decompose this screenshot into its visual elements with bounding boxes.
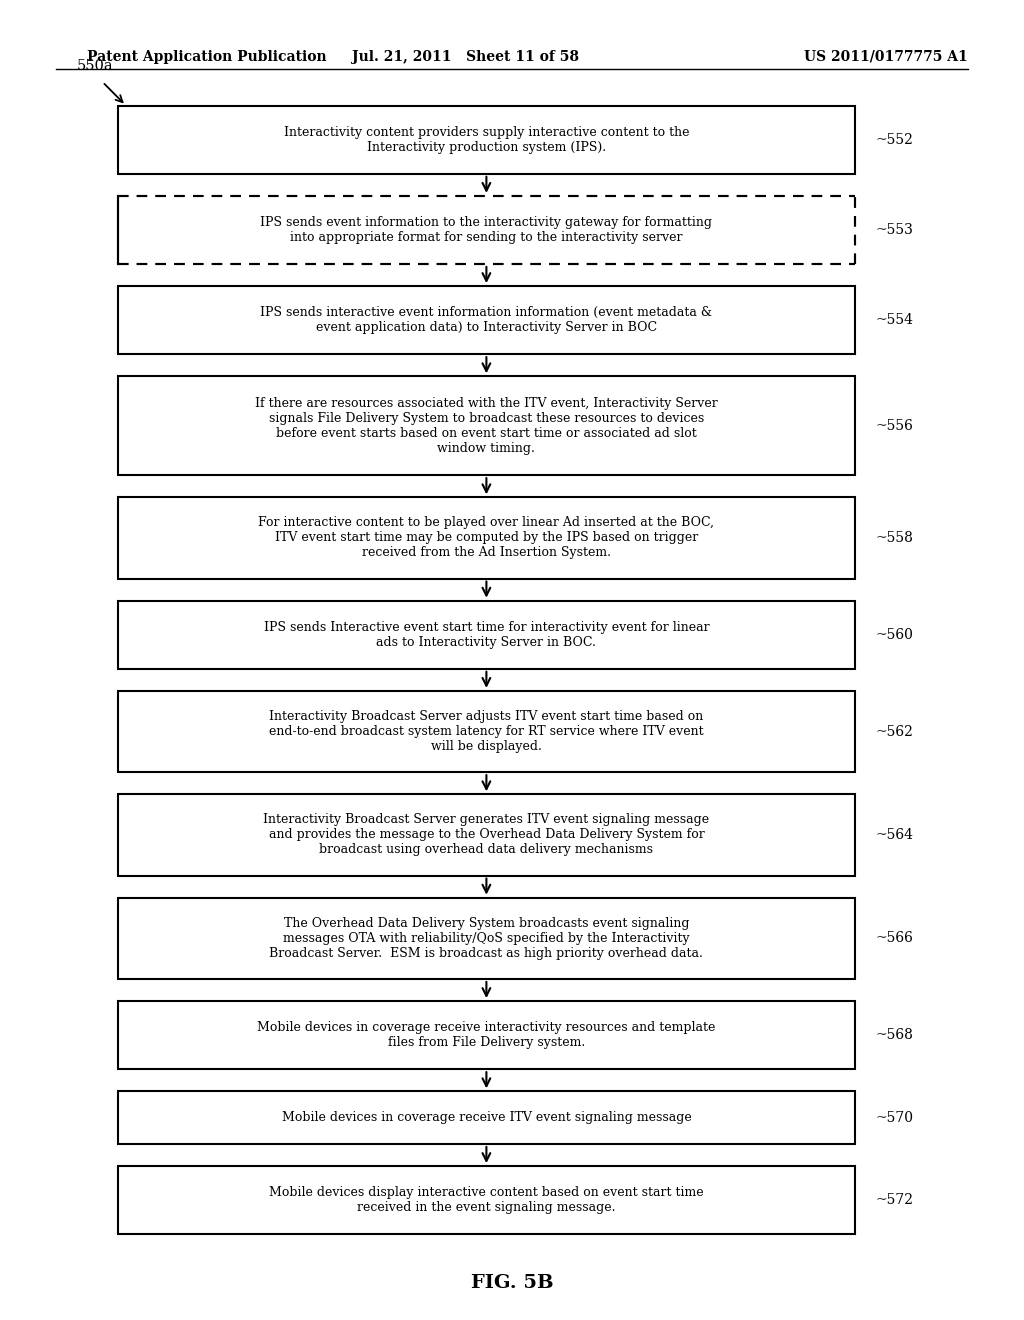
Text: Patent Application Publication: Patent Application Publication	[87, 50, 327, 63]
Text: US 2011/0177775 A1: US 2011/0177775 A1	[804, 50, 968, 63]
Text: The Overhead Data Delivery System broadcasts event signaling
messages OTA with r: The Overhead Data Delivery System broadc…	[269, 917, 703, 960]
Text: Interactivity content providers supply interactive content to the
Interactivity : Interactivity content providers supply i…	[284, 125, 689, 153]
Bar	[118, 690, 855, 772]
Text: ~558: ~558	[876, 531, 913, 545]
Bar	[118, 898, 855, 979]
Bar	[118, 498, 855, 578]
Text: ~570: ~570	[876, 1110, 913, 1125]
Text: 550a: 550a	[77, 59, 114, 73]
Text: ~572: ~572	[876, 1193, 913, 1206]
Text: Jul. 21, 2011   Sheet 11 of 58: Jul. 21, 2011 Sheet 11 of 58	[352, 50, 580, 63]
Text: If there are resources associated with the ITV event, Interactivity Server
signa: If there are resources associated with t…	[255, 397, 718, 454]
Text: ~564: ~564	[876, 828, 913, 842]
Text: ~566: ~566	[876, 932, 913, 945]
Bar	[118, 601, 855, 669]
Bar	[118, 376, 855, 475]
Bar	[118, 286, 855, 354]
Bar	[118, 1092, 855, 1144]
Text: Mobile devices display interactive content based on event start time
received in: Mobile devices display interactive conte…	[269, 1187, 703, 1214]
Bar	[118, 1001, 855, 1069]
Text: ~552: ~552	[876, 133, 913, 147]
Bar	[118, 795, 855, 875]
Text: FIG. 5B: FIG. 5B	[471, 1274, 553, 1292]
Text: ~568: ~568	[876, 1028, 913, 1041]
Text: ~554: ~554	[876, 313, 913, 327]
Text: IPS sends event information to the interactivity gateway for formatting
into app: IPS sends event information to the inter…	[260, 216, 713, 244]
Bar	[118, 1166, 855, 1234]
Text: ~556: ~556	[876, 418, 913, 433]
Bar	[118, 195, 855, 264]
Text: Mobile devices in coverage receive ITV event signaling message: Mobile devices in coverage receive ITV e…	[282, 1111, 691, 1125]
Text: Mobile devices in coverage receive interactivity resources and template
files fr: Mobile devices in coverage receive inter…	[257, 1022, 716, 1049]
Bar	[118, 106, 855, 174]
Text: ~553: ~553	[876, 223, 913, 236]
Text: ~562: ~562	[876, 725, 913, 738]
Text: Interactivity Broadcast Server adjusts ITV event start time based on
end-to-end : Interactivity Broadcast Server adjusts I…	[269, 710, 703, 752]
Text: ~560: ~560	[876, 628, 913, 642]
Text: IPS sends Interactive event start time for interactivity event for linear
ads to: IPS sends Interactive event start time f…	[263, 620, 710, 648]
Text: For interactive content to be played over linear Ad inserted at the BOC,
ITV eve: For interactive content to be played ove…	[258, 516, 715, 560]
Text: IPS sends interactive event information information (event metadata &
event appl: IPS sends interactive event information …	[260, 306, 713, 334]
Text: Interactivity Broadcast Server generates ITV event signaling message
and provide: Interactivity Broadcast Server generates…	[263, 813, 710, 857]
